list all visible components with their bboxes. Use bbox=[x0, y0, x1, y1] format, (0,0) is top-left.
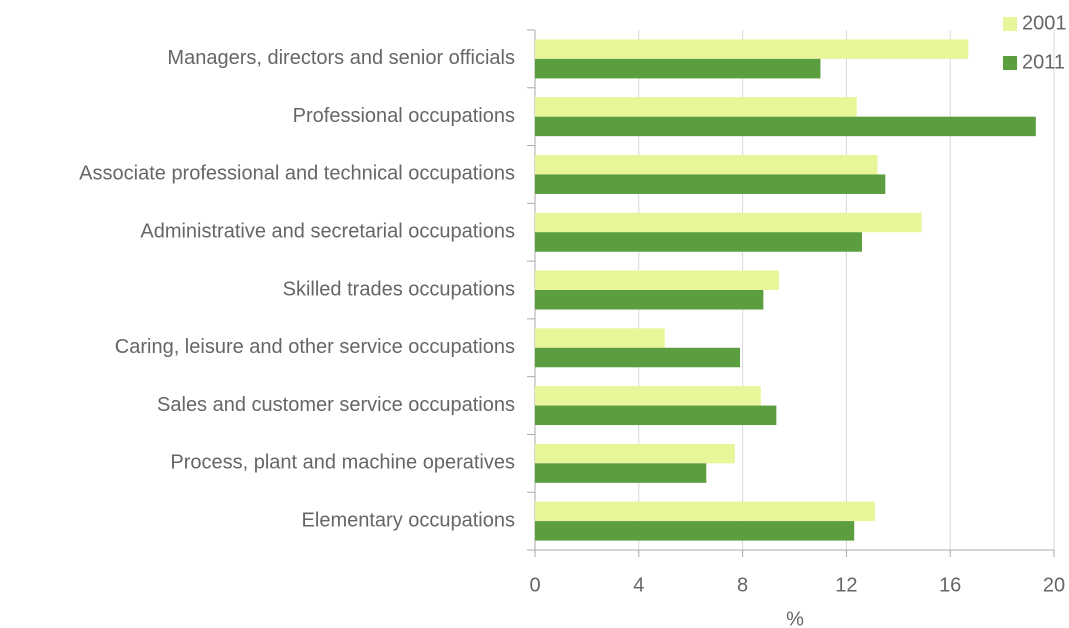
x-axis-label: % bbox=[786, 608, 804, 628]
bar bbox=[535, 521, 855, 541]
y-tick-label: Elementary occupations bbox=[302, 509, 515, 531]
bar bbox=[535, 174, 886, 194]
y-tick-label: Administrative and secretarial occupatio… bbox=[140, 221, 515, 243]
x-tick-label: 12 bbox=[835, 574, 857, 596]
bar bbox=[535, 39, 969, 59]
y-tick-label: Skilled trades occupations bbox=[283, 278, 515, 300]
bar bbox=[535, 405, 777, 426]
x-tick-label: 20 bbox=[1043, 574, 1065, 596]
bar bbox=[535, 328, 665, 348]
y-tick-label: Caring, leisure and other service occupa… bbox=[115, 336, 515, 358]
bar bbox=[535, 386, 761, 406]
x-tick-label: 16 bbox=[939, 574, 961, 596]
bar bbox=[535, 232, 862, 252]
x-tick-label: 4 bbox=[633, 574, 644, 596]
y-tick-label: Professional occupations bbox=[293, 105, 515, 127]
y-tick-label: Process, plant and machine operatives bbox=[170, 452, 515, 474]
bar bbox=[535, 347, 741, 368]
y-tick-label: Associate professional and technical occ… bbox=[79, 163, 515, 185]
bar bbox=[535, 501, 875, 522]
bar bbox=[535, 463, 707, 483]
y-tick-label: Sales and customer service occupations bbox=[157, 394, 515, 416]
bar bbox=[535, 58, 821, 79]
x-tick-label: 0 bbox=[529, 574, 540, 596]
legend-swatch bbox=[1003, 17, 1017, 31]
legend-label: 2011 bbox=[1022, 51, 1065, 73]
bar bbox=[535, 270, 779, 290]
y-tick-label: Managers, directors and senior officials bbox=[167, 47, 515, 69]
x-tick-label: 8 bbox=[737, 574, 748, 596]
bar bbox=[535, 97, 857, 117]
bar bbox=[535, 212, 922, 233]
bar bbox=[535, 443, 735, 464]
legend-swatch bbox=[1003, 56, 1017, 70]
bar bbox=[535, 154, 878, 175]
legend-label: 2001 bbox=[1022, 12, 1067, 34]
bar bbox=[535, 290, 764, 310]
bar bbox=[535, 116, 1036, 137]
